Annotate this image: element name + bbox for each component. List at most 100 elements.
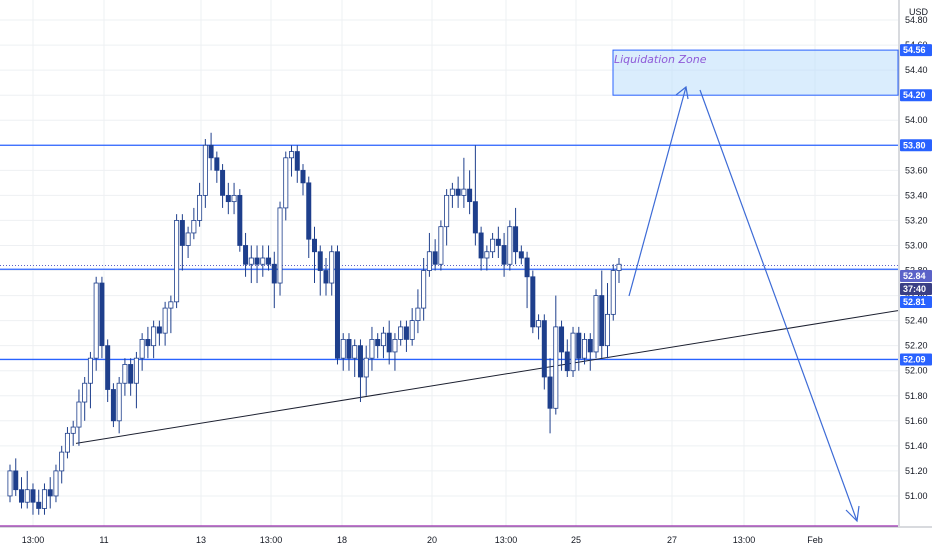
candle-body-up <box>277 207 283 284</box>
trendlines-layer <box>75 310 899 444</box>
candle-body-down <box>547 376 553 409</box>
candle-body-up <box>76 401 82 428</box>
candle-body-up <box>289 151 295 159</box>
candle-body-down <box>317 251 323 271</box>
candle-body-up <box>191 220 197 234</box>
candle-body-up <box>93 282 99 359</box>
candle-body-down <box>386 332 392 353</box>
x-tick-label: 11 <box>99 535 108 545</box>
candle-body-down <box>128 364 134 384</box>
price-tags-layer: 54.56 54.20 53.80 52.84 37:40 52.81 52.09 <box>900 44 932 366</box>
last-price-tag: 52.84 <box>903 271 926 281</box>
candle-body-up <box>168 301 174 309</box>
candle-body-down <box>145 339 151 347</box>
candle-body-down <box>179 220 185 246</box>
candle-body-up <box>7 470 13 497</box>
candle-body-down <box>99 282 105 347</box>
candle-body-down <box>294 151 300 171</box>
candle-body-down <box>36 501 42 509</box>
candle-body-down <box>564 351 570 372</box>
liquidation-zone-layer: Liquidation Zone <box>612 49 899 96</box>
y-tick-label: 52.20 <box>905 341 928 351</box>
candle-body-up <box>185 232 191 246</box>
candle-body-down <box>455 188 461 196</box>
candle-body-down <box>501 245 507 265</box>
candle-body-up <box>392 339 398 353</box>
candle-body-down <box>300 169 306 184</box>
candle-body-down <box>208 144 214 159</box>
candles-layer <box>7 132 622 515</box>
candle-body-down <box>357 345 363 378</box>
candle-body-up <box>582 339 588 359</box>
candle-body-up <box>151 326 157 347</box>
price-axis-bg <box>899 0 932 526</box>
ascending-trendline <box>75 310 899 444</box>
candle-body-down <box>524 257 530 278</box>
candle-body-down <box>530 276 536 328</box>
candle-body-up <box>133 357 139 384</box>
candle-body-down <box>271 263 277 284</box>
candle-body-down <box>541 320 547 378</box>
zone-top-tag-bg <box>900 44 932 57</box>
candle-body-up <box>53 470 59 497</box>
candle-body-down <box>599 295 605 347</box>
candle-body-down <box>323 270 329 284</box>
candle-body-up <box>415 307 421 322</box>
candle-body-down <box>306 182 312 240</box>
liquidation-zone-label: Liquidation Zone <box>614 53 707 66</box>
level-53-80-tag-bg <box>900 139 932 152</box>
candle-body-up <box>283 157 289 209</box>
y-tick-label: 51.60 <box>905 416 928 426</box>
candle-body-down <box>225 194 231 203</box>
candle-body-up <box>438 226 444 265</box>
y-tick-label: 54.40 <box>905 65 928 75</box>
y-tick-label: 54.80 <box>905 15 928 25</box>
y-tick-label: 51.80 <box>905 391 928 401</box>
candle-body-up <box>41 489 47 509</box>
y-tick-label: 54.00 <box>905 115 928 125</box>
x-tick-label: 18 <box>337 535 347 545</box>
x-tick-label: 27 <box>667 535 677 545</box>
time-axis-bg <box>0 527 932 550</box>
arrow-head-down <box>845 505 860 523</box>
candle-body-up <box>570 332 576 372</box>
candle-body-up <box>610 270 616 315</box>
candle-body-up <box>380 332 386 347</box>
currency-label: USD <box>909 7 929 17</box>
candle-body-up <box>398 326 404 340</box>
y-tick-label: 51.00 <box>905 491 928 501</box>
candle-body-up <box>461 188 467 196</box>
candle-body-up <box>490 238 496 253</box>
candle-body-up <box>553 326 559 409</box>
x-tick-label: Feb <box>807 535 823 545</box>
candle-body-up <box>426 251 432 271</box>
arrow-head-up <box>675 85 689 100</box>
candle-body-down <box>30 489 36 503</box>
candle-body-down <box>214 157 220 171</box>
candle-body-down <box>105 345 111 390</box>
level-52-81-tag: 52.81 <box>903 297 926 307</box>
x-tick-label: 25 <box>571 535 581 545</box>
candle-body-down <box>472 201 478 234</box>
candle-body-down <box>467 188 473 203</box>
y-tick-label: 53.40 <box>905 190 928 200</box>
candle-body-down <box>478 232 484 259</box>
candle-body-up <box>70 426 76 434</box>
x-tick-label: 13:00 <box>260 535 283 545</box>
candle-body-down <box>18 489 24 503</box>
candle-body-up <box>197 194 203 221</box>
x-tick-label: 20 <box>427 535 437 545</box>
level-53-80-tag: 53.80 <box>903 140 926 150</box>
candle-body-up <box>231 194 237 203</box>
candle-body-up <box>162 307 168 334</box>
candle-body-down <box>311 238 317 253</box>
candle-body-down <box>220 169 226 196</box>
candle-body-up <box>421 270 427 309</box>
candle-body-down <box>495 238 501 246</box>
candle-body-down <box>375 339 381 347</box>
candle-body-up <box>605 313 611 347</box>
candle-body-up <box>449 188 455 196</box>
zone-bottom-tag: 54.20 <box>903 90 926 100</box>
